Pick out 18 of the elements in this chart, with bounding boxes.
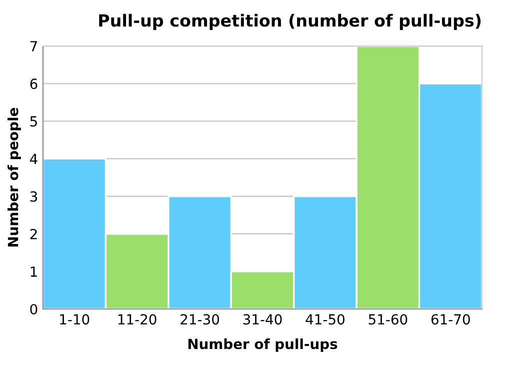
y-tick-label: 7 [30, 41, 37, 52]
y-tick-label: 2 [30, 228, 37, 240]
y-tick-label: 3 [30, 191, 38, 202]
x-tick-label: 41-50 [306, 314, 344, 325]
x-axis-title: Number of pull-ups [188, 338, 338, 352]
y-tick-label: 5 [30, 116, 37, 127]
x-tick-label: 11-20 [118, 314, 156, 325]
x-tick-label: 31-40 [243, 314, 282, 325]
y-axis-title: Number of people [8, 108, 21, 246]
chart-title: Pull-up competition (number of pull-ups) [99, 14, 481, 30]
x-tick-label: 51-60 [368, 314, 408, 325]
y-tick-label: 0 [30, 304, 38, 314]
x-tick-label: 61-70 [431, 314, 470, 325]
y-tick-label: 4 [30, 154, 38, 164]
x-tick-label: 21-30 [180, 314, 220, 325]
y-tick-label: 6 [30, 78, 38, 90]
y-tick-label: 1 [30, 266, 37, 277]
x-tick-label: 1-10 [60, 314, 90, 325]
